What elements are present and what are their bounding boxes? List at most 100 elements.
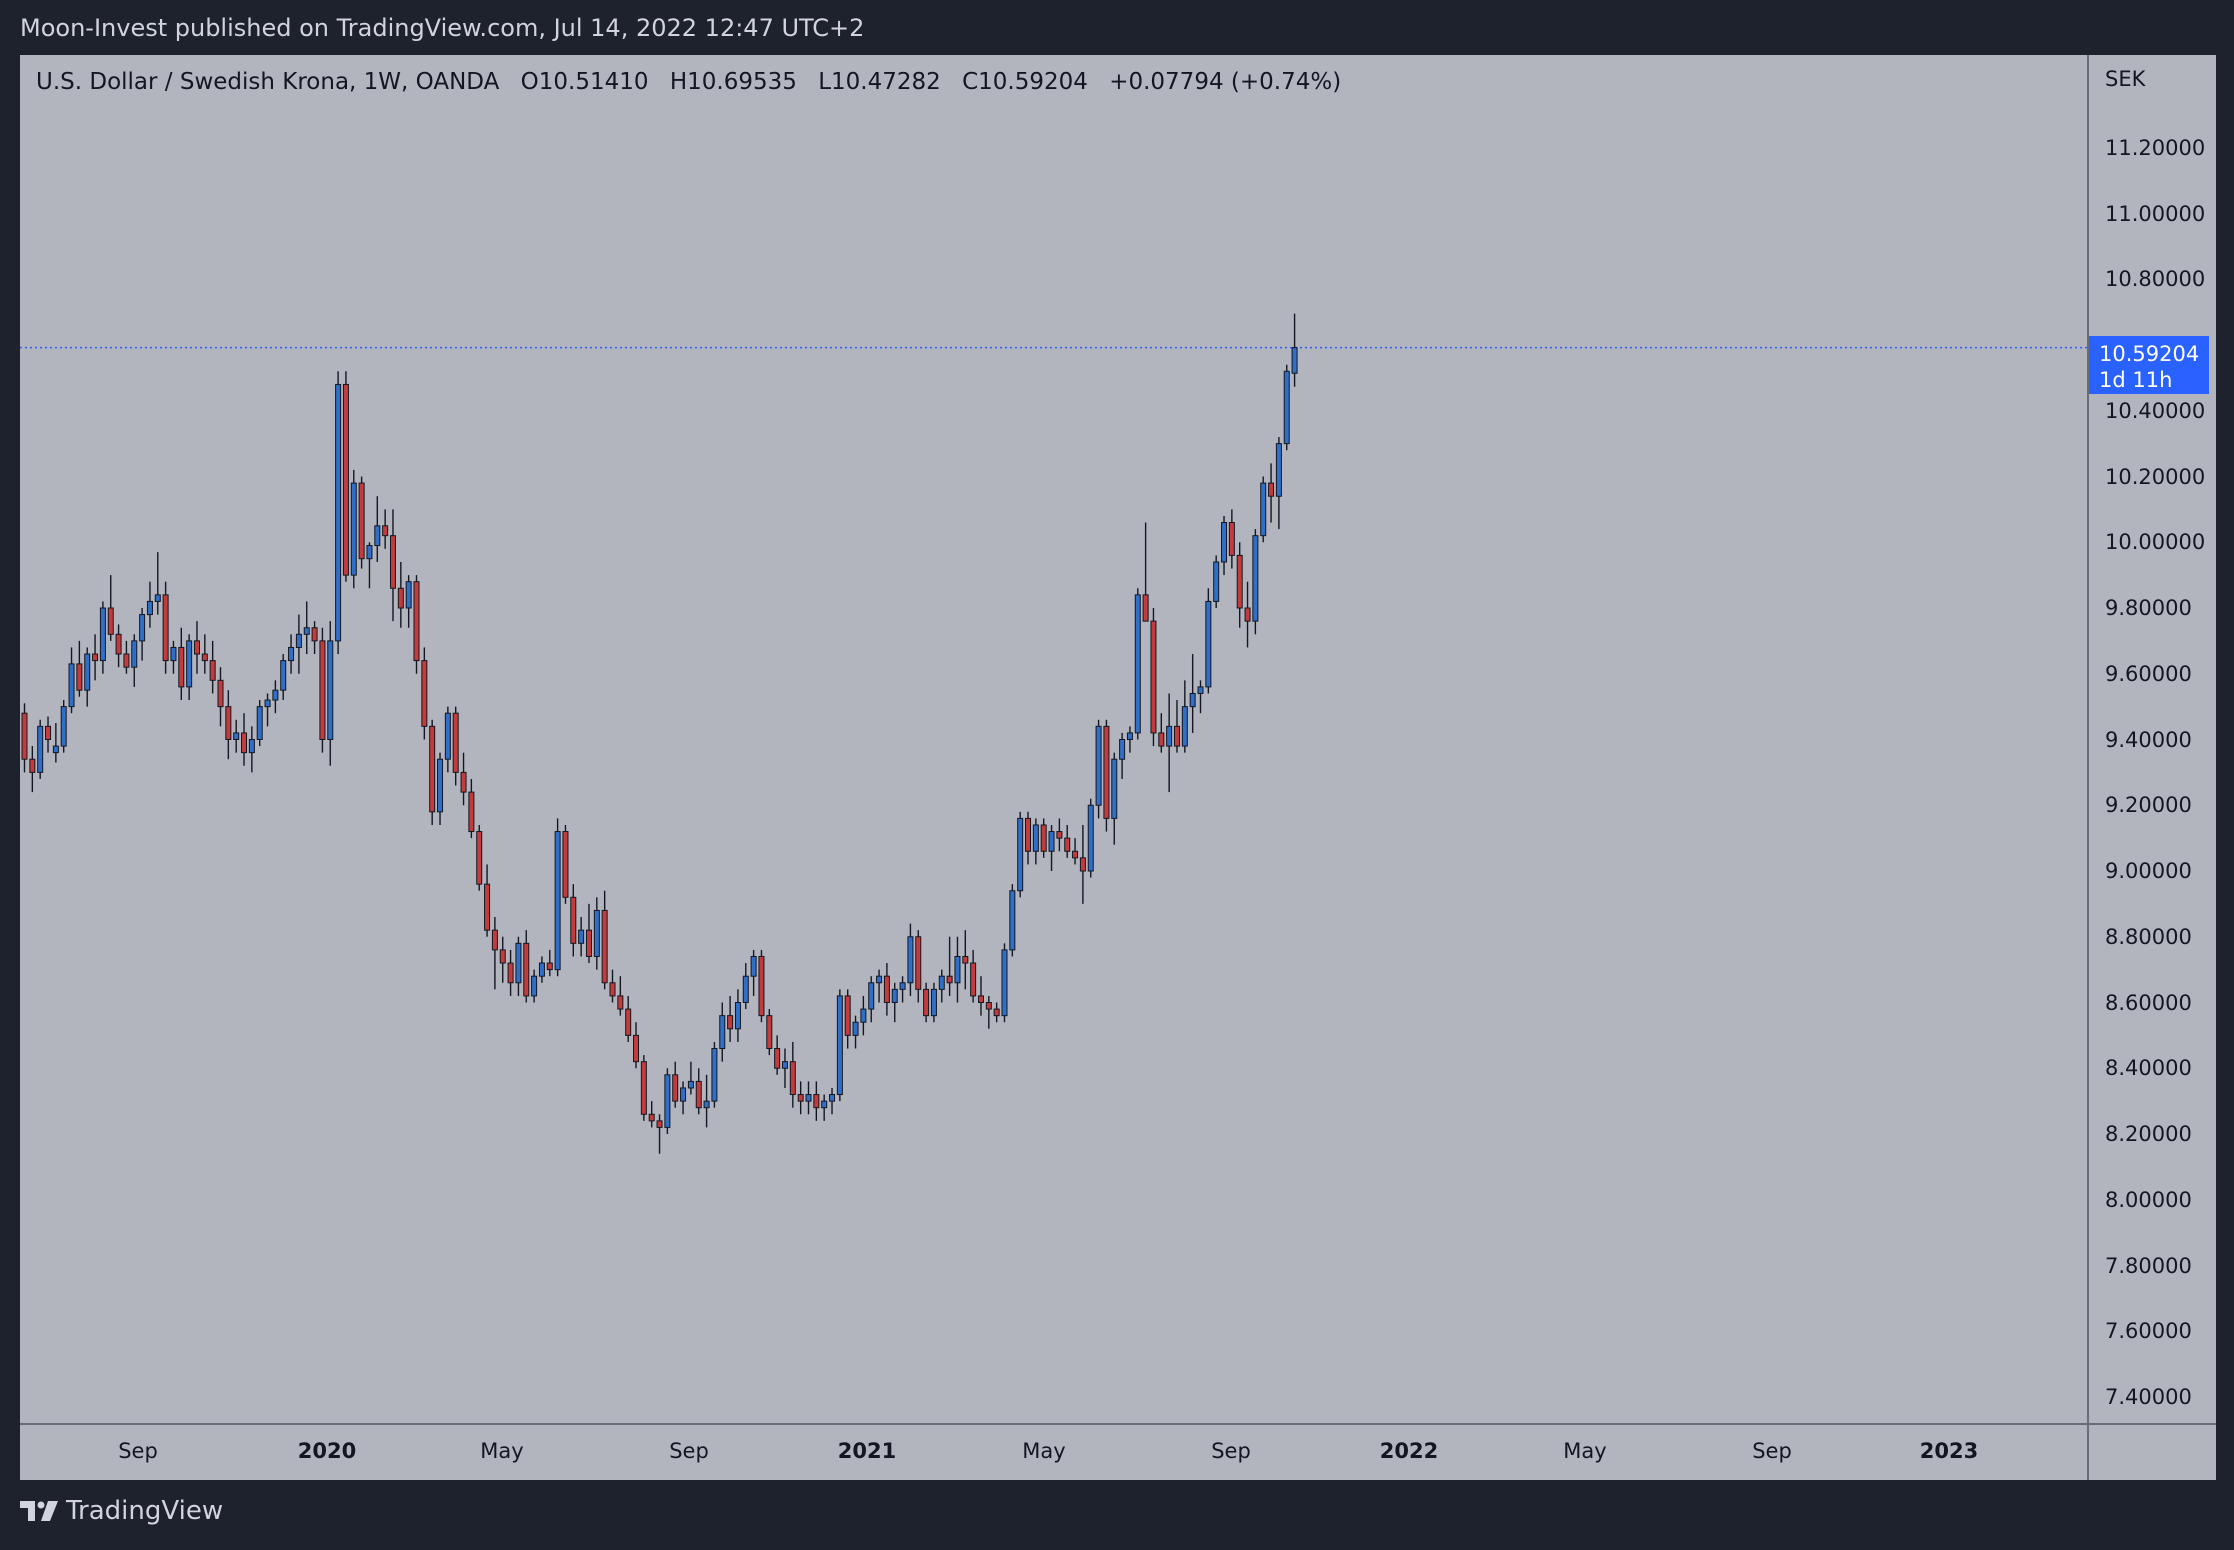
candle [695, 1068, 702, 1115]
price-axis[interactable]: SEK 11.20000 11.00000 10.80000 10.40000 10.2… [2087, 55, 2216, 1423]
candle-body [695, 1080, 702, 1109]
candle-body [1119, 739, 1126, 760]
candle [711, 1041, 718, 1108]
candle-body [531, 975, 538, 997]
candle-body [946, 975, 953, 984]
candle-body [382, 525, 389, 537]
price-tick-label: 10.40000 [2105, 398, 2206, 423]
price-tick-label: 9.80000 [2105, 596, 2192, 620]
candle [625, 995, 632, 1042]
candle-body [444, 712, 451, 760]
candlestick-series [20, 313, 2087, 1154]
candle [781, 1048, 788, 1088]
candle-body [1072, 850, 1079, 859]
candle-body [593, 909, 600, 957]
candle-body [209, 660, 216, 681]
tradingview-logo-icon [20, 1501, 58, 1521]
price-tick-label: 10.20000 [2105, 464, 2206, 489]
candle [648, 1101, 655, 1128]
candle-body [1213, 561, 1220, 602]
candle-body [829, 1094, 836, 1102]
time-axis[interactable]: Sep 2020 May Sep 2021 May Sep 2022 May Sep 2023 [20, 1423, 2087, 1480]
candle [1189, 654, 1196, 733]
candle [272, 680, 279, 714]
price-tick-label: 11.00000 [2105, 201, 2206, 226]
candle-body [1197, 686, 1204, 694]
candle [366, 542, 373, 589]
candle-body [405, 581, 412, 609]
candle-body [429, 725, 436, 813]
candle-body [248, 739, 255, 754]
candle [1056, 818, 1063, 852]
price-tick-label: 10.00000 [2105, 530, 2206, 555]
bar-countdown: 1d 11h [2099, 367, 2173, 392]
candle [201, 634, 208, 674]
candle [680, 1081, 687, 1115]
candle [821, 1094, 828, 1121]
candle-body [523, 942, 530, 997]
legend-high: H10.69535 [669, 69, 797, 95]
candle-body [515, 942, 522, 984]
candle [1134, 588, 1141, 740]
candle-body [170, 646, 177, 662]
candle [499, 936, 506, 983]
candle-body [868, 982, 875, 1010]
candle [405, 575, 412, 628]
time-tick-label: Sep [1211, 1439, 1251, 1463]
candle [1150, 608, 1157, 747]
candle [593, 897, 600, 970]
candle [1064, 824, 1071, 858]
candle [640, 1055, 647, 1121]
time-tick-label: Sep [1752, 1439, 1792, 1463]
candle-body [1111, 758, 1118, 819]
candle-body [476, 831, 483, 885]
candle [891, 982, 898, 1023]
candle [938, 969, 945, 1003]
candle [1119, 732, 1126, 779]
candle-body [1056, 831, 1063, 839]
candle [1040, 818, 1047, 858]
candle-body [303, 627, 310, 635]
candle-body [1095, 725, 1102, 806]
candle [1032, 818, 1039, 865]
candle [295, 614, 302, 674]
candle-body [452, 712, 459, 773]
candle-body [272, 689, 279, 701]
candle-body [225, 706, 232, 740]
candle [460, 752, 467, 806]
candle-body [664, 1074, 671, 1128]
candle [123, 640, 130, 674]
candle [146, 581, 153, 628]
candle [1260, 476, 1267, 543]
candle-body [672, 1074, 679, 1102]
candle-body [1173, 725, 1180, 747]
candle [962, 930, 969, 990]
symbol-legend: U.S. Dollar / Swedish Krona, 1W, OANDA O… [36, 69, 1355, 95]
candle [1283, 364, 1290, 451]
chart-plot-area[interactable]: U.S. Dollar / Swedish Krona, 1W, OANDA O… [20, 55, 2087, 1423]
candle-body [970, 962, 977, 997]
candle [1025, 811, 1032, 865]
candle [389, 509, 396, 622]
candle [617, 976, 624, 1016]
candle-body [60, 706, 67, 747]
candle-body [99, 607, 106, 662]
candle [45, 716, 52, 753]
candle [523, 930, 530, 1003]
candle [1291, 313, 1298, 387]
candle-body [288, 646, 295, 662]
price-tick-label: 7.80000 [2105, 1253, 2192, 1278]
candle [327, 621, 334, 766]
candle-body [781, 1061, 788, 1069]
candle [1197, 680, 1204, 714]
candle-body [1079, 857, 1086, 872]
candle [319, 627, 326, 753]
candle [1275, 437, 1282, 530]
candle-body [648, 1113, 655, 1122]
candle-body [154, 594, 161, 602]
candle [139, 608, 146, 661]
last-price-value: 10.59204 [2099, 341, 2200, 366]
candle-body [719, 1015, 726, 1050]
candle-body [29, 758, 36, 773]
candle-body [836, 995, 843, 1096]
